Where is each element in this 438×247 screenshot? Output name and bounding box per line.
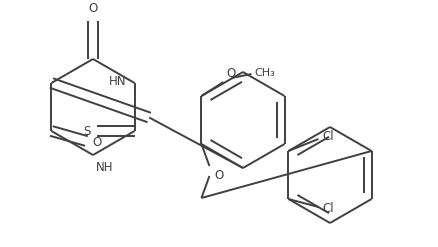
Text: Cl: Cl	[322, 203, 334, 215]
Text: S: S	[83, 124, 91, 138]
Text: HN: HN	[109, 75, 127, 87]
Text: O: O	[215, 169, 224, 182]
Text: O: O	[88, 2, 98, 15]
Text: Cl: Cl	[322, 130, 334, 144]
Text: NH: NH	[96, 161, 113, 174]
Text: O: O	[92, 137, 102, 149]
Text: CH₃: CH₃	[254, 68, 275, 78]
Text: O: O	[226, 67, 236, 80]
